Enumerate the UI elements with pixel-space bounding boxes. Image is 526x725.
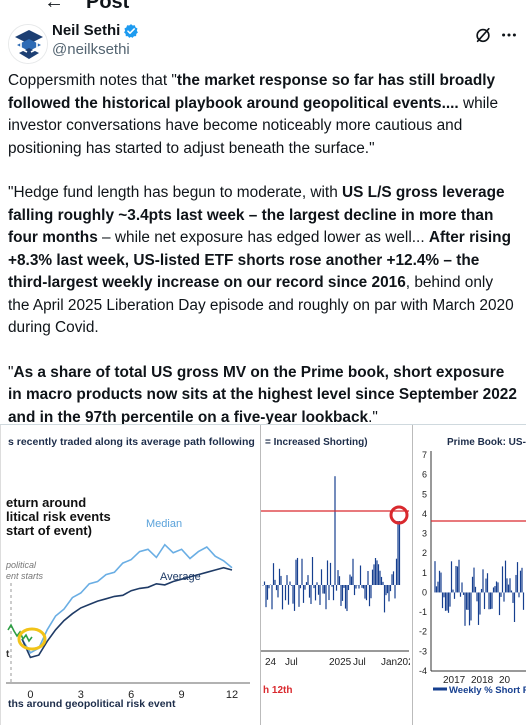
post-media-image[interactable]: s recently traded along its average path… — [0, 424, 526, 725]
chart3-y-tick: 1 — [422, 568, 427, 578]
chart1-series-line-1 — [21, 566, 233, 659]
chart1-legend-title: eturn around — [6, 495, 86, 510]
bold-text-run: After rising +8.3% last week, US-listed … — [8, 229, 511, 291]
chart3-y-ticks: 7 6 5 4 3 2 1 0 -1 -2 -3 -4 — [419, 450, 427, 676]
chart1-series-line-0 — [21, 543, 233, 654]
average-label: Average — [160, 571, 201, 583]
chart2-x-tick: Jan — [381, 657, 397, 668]
page-title: Post — [86, 0, 130, 13]
post-text: Coppersmith notes that "the market respo… — [8, 70, 518, 451]
chart2-title: = Increased Shorting) — [265, 437, 368, 448]
bold-text-run: US L/S gross leverage falling roughly ~3… — [8, 184, 505, 246]
highlight-circle-yellow — [17, 627, 47, 651]
highlight-circle-red — [389, 505, 409, 525]
chart2-x-tick: 2026 — [397, 657, 410, 668]
text-run: ." — [368, 408, 378, 426]
chart-panel-geopolitical: s recently traded along its average path… — [0, 425, 258, 725]
chart1-x-tick: 3 — [78, 689, 84, 701]
handle[interactable]: @neilksethi — [52, 41, 130, 58]
event-start-label-2: ent starts — [6, 571, 44, 581]
chart1-xlabel: ths around geopolitical risk event — [8, 698, 176, 710]
back-arrow-icon[interactable]: ← — [44, 0, 64, 13]
chart2-x-tick: Jul — [353, 657, 366, 668]
display-name[interactable]: Neil Sethi — [52, 22, 121, 39]
chart3-y-tick: 3 — [422, 529, 427, 539]
top-bar: ← Post — [0, 0, 526, 14]
text-run: "Hedge fund length has begun to moderate… — [8, 184, 343, 201]
post-header: Neil Sethi @neilksethi — [0, 18, 526, 64]
chart3-x-ticks: 2017 2018 20 — [443, 675, 511, 686]
more-options-icon[interactable] — [500, 26, 518, 44]
chart1-series — [7, 543, 233, 659]
event-start-label-1: political — [5, 560, 37, 570]
verified-badge-icon — [124, 23, 139, 38]
etf-shorts-chart-svg: = Increased Shorting) 24Jul2025JulJan202… — [261, 437, 410, 696]
chart3-x-tick: 2017 — [443, 675, 466, 686]
chart3-y-tick: 6 — [422, 470, 427, 480]
chart3-x-tick: 2018 — [471, 675, 494, 686]
geopolitical-chart-svg: s recently traded along its average path… — [0, 425, 258, 725]
median-label: Median — [146, 518, 182, 530]
chart1-legend-line-1: litical risk events — [6, 509, 111, 524]
avatar[interactable] — [8, 24, 48, 64]
chart3-y-tick: 4 — [422, 509, 427, 519]
post-paragraph: "Hedge fund length has begun to moderate… — [8, 182, 518, 340]
chart3-series — [434, 559, 525, 626]
text-run: – while net exposure has edged lower as … — [97, 229, 429, 246]
post-paragraph: Coppersmith notes that "the market respo… — [8, 70, 518, 160]
bold-text-run: the market response so far has still bro… — [8, 72, 496, 112]
chart1-pre-event-line — [7, 623, 33, 643]
chart3-y-tick: 5 — [422, 489, 427, 499]
chart-panel-prime-book: Prime Book: US-L 7 6 5 4 3 2 1 0 -1 -2 -3 -4 2017 20… — [412, 425, 526, 725]
chart3-legend: Weekly % Short Flo — [449, 685, 526, 696]
chart2-x-tick: 2025 — [329, 657, 352, 668]
avatar-logo-icon — [9, 25, 47, 63]
bold-text-run: As a share of total US gross MV on the P… — [8, 363, 517, 426]
chart2-series — [262, 476, 401, 613]
text-run: Coppersmith notes that " — [8, 72, 177, 89]
chart2-footnote: h 12th — [263, 685, 292, 696]
chart3-y-tick: 0 — [422, 587, 427, 597]
name-row: Neil Sethi — [52, 22, 139, 39]
chart1-title: s recently traded along its average path… — [8, 436, 258, 448]
grok-icon[interactable] — [474, 26, 492, 44]
chart3-y-tick: -4 — [419, 666, 427, 676]
chart1-x-tick: 12 — [226, 689, 238, 701]
text-run: while investor conversations have become… — [8, 94, 499, 157]
chart1-y-stub: t — [6, 649, 10, 660]
chart1-x-tick: 0 — [27, 689, 33, 701]
chart2-x-tick: 24 — [265, 657, 277, 668]
chart3-y-tick: -1 — [419, 607, 427, 617]
chart2-x-ticks: 24Jul2025JulJan2026 — [265, 657, 410, 668]
chart1-x-tick: 9 — [179, 689, 185, 701]
chart1-legend-line-2: start of event) — [6, 523, 92, 538]
chart-panel-etf-shorts: = Increased Shorting) 24Jul2025JulJan202… — [260, 425, 410, 725]
chart1-x-ticks: 0 3 6 9 12 — [27, 689, 238, 701]
chart3-y-tick: 2 — [422, 548, 427, 558]
chart3-title: Prime Book: US-L — [447, 437, 526, 448]
chart1-x-tick: 6 — [128, 689, 134, 701]
chart2-x-tick: Jul — [285, 657, 298, 668]
chart3-x-tick: 20 — [499, 675, 511, 686]
post-paragraph: "As a share of total US gross MV on the … — [8, 362, 518, 430]
text-run: " — [8, 363, 14, 381]
chart3-y-tick: 7 — [422, 450, 427, 460]
chart3-y-tick: -3 — [419, 646, 427, 656]
chart3-y-tick: -2 — [419, 627, 427, 637]
text-run: , behind only the April 2025 Liberation … — [8, 274, 514, 336]
